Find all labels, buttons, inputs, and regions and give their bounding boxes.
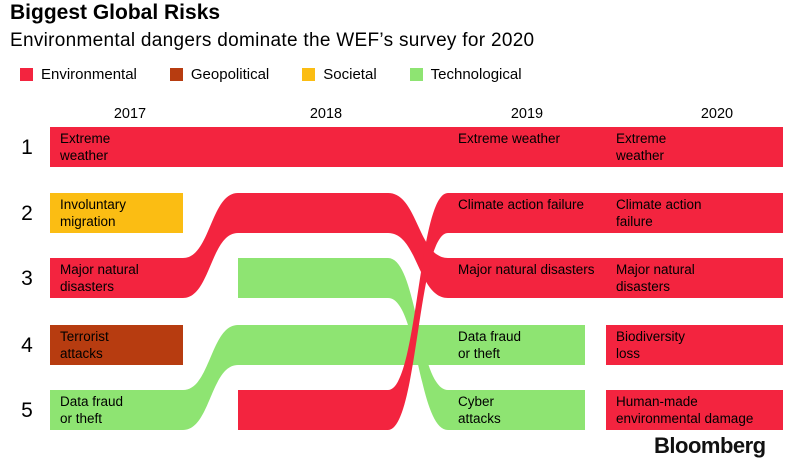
legend-swatch-geopolitical xyxy=(169,67,183,81)
year-label-2018: 2018 xyxy=(310,106,342,122)
bar-2017-involuntary-migration xyxy=(50,193,183,233)
bar-label-2017-involuntary-migration: Involuntary migration xyxy=(60,197,126,229)
bump-chart: 2017 2018 2019 2020 1 2 3 4 5 Extreme weather Invol… xyxy=(21,106,783,430)
bar-label-2017-data-fraud-or-theft: Data fraud or theft xyxy=(60,394,123,426)
chart-title: Biggest Global Risks xyxy=(10,1,221,24)
legend-label-geopolitical: Geopolitical xyxy=(190,65,270,83)
chart-subtitle: Environmental dangers dominate the WEF’s… xyxy=(10,30,535,51)
legend-item-technological: Technological xyxy=(409,65,522,83)
rank-label-4: 4 xyxy=(21,334,33,357)
legend-item-societal: Societal xyxy=(302,65,377,83)
ribbon-cyber-attacks xyxy=(238,258,585,430)
ribbon-climate-action-failure xyxy=(238,193,783,430)
legend-swatch-technological xyxy=(409,67,423,81)
bar-label-2020-extreme-weather: Extreme weather xyxy=(615,131,666,163)
year-label-2017: 2017 xyxy=(114,106,146,122)
bloomberg-logo: Bloomberg xyxy=(654,433,766,458)
bar-2020-human-made-environmental-damage xyxy=(606,390,783,430)
bar-label-2020-major-natural-disasters: Major natural disasters xyxy=(616,262,695,294)
bar-label-2020-biodiversity-loss: Biodiversity loss xyxy=(616,329,685,361)
legend-label-societal: Societal xyxy=(323,65,377,83)
bar-label-2017-terrorist-attacks: Terrorist attacks xyxy=(60,329,109,361)
bar-label-2019-extreme-weather: Extreme weather xyxy=(458,131,561,146)
legend: Environmental Geopolitical Societal Tech… xyxy=(20,63,555,85)
ribbon-major-natural-disasters xyxy=(50,193,783,298)
legend-swatch-societal xyxy=(302,67,316,81)
bar-label-2020-climate-action-failure: Climate action failure xyxy=(616,197,702,229)
bar-label-2019-data-fraud-or-theft: Data fraud or theft xyxy=(458,329,521,361)
year-label-2020: 2020 xyxy=(701,106,733,122)
bar-label-2019-cyber-attacks: Cyber attacks xyxy=(458,394,501,426)
bar-label-2017-major-natural-disasters: Major natural disasters xyxy=(60,262,139,294)
year-label-2019: 2019 xyxy=(511,106,543,122)
bar-2020-biodiversity-loss xyxy=(606,325,783,365)
bar-label-2017-extreme-weather: Extreme weather xyxy=(59,131,110,163)
legend-item-environmental: Environmental xyxy=(20,66,137,83)
legend-label-environmental: Environmental xyxy=(41,65,137,83)
bar-label-2019-major-natural-disasters: Major natural disasters xyxy=(458,262,595,277)
legend-item-geopolitical: Geopolitical xyxy=(169,65,270,83)
legend-label-technological: Technological xyxy=(430,65,522,83)
rank-label-1: 1 xyxy=(21,136,33,159)
ribbon-extreme-weather xyxy=(50,127,783,167)
bar-2017-terrorist-attacks xyxy=(50,325,183,365)
bar-label-2020-human-made-environmental-damage: Human-made environmental damage xyxy=(616,394,753,426)
rank-label-2: 2 xyxy=(21,202,33,225)
ribbon-data-fraud-or-theft xyxy=(50,325,585,430)
rank-label-5: 5 xyxy=(21,399,33,422)
bar-label-2019-climate-action-failure: Climate action failure xyxy=(458,197,584,212)
legend-swatch-environmental xyxy=(20,67,33,81)
rank-label-3: 3 xyxy=(21,267,33,290)
